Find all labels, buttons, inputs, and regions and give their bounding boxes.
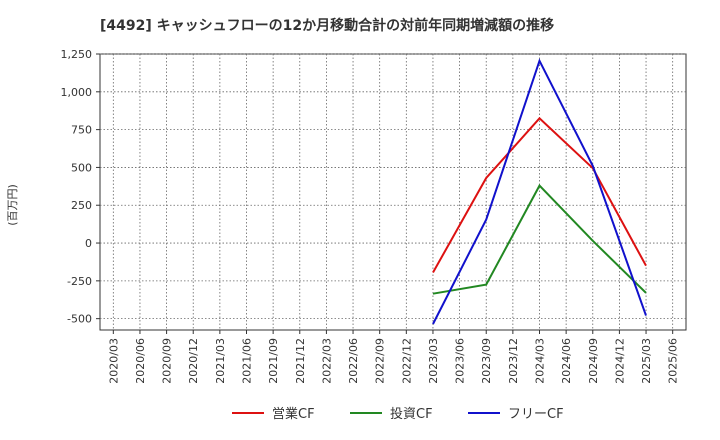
x-tick-label: 2020/12 [187, 338, 200, 384]
x-tick-label: 2025/03 [640, 338, 653, 384]
x-tick-label: 2022/12 [400, 338, 413, 384]
y-axis: 1,250 1,000 750 500 250 0 -250 -500 [61, 48, 101, 326]
x-tick-label: 2021/12 [294, 338, 307, 384]
y-axis-label: (百万円) [6, 184, 19, 226]
x-tick-label: 2021/06 [241, 338, 254, 384]
x-tick-label: 2024/12 [613, 338, 626, 384]
x-tick-label: 2024/09 [587, 338, 600, 384]
legend-label: 投資CF [390, 406, 433, 422]
x-axis: 2020/03 2020/06 2020/09 2020/12 2021/03 2021/… [107, 330, 679, 384]
x-tick-label: 2023/12 [507, 338, 520, 384]
x-tick-label: 2021/09 [267, 338, 280, 384]
legend: 営業CF 投資CF フリーCF [232, 406, 564, 422]
x-tick-label: 2024/06 [560, 338, 573, 384]
x-tick-label: 2021/03 [214, 338, 227, 384]
plot-area [100, 54, 686, 330]
y-tick-label: 0 [85, 237, 92, 250]
chart-title: [4492] キャッシュフローの12か月移動合計の対前年同期増減額の推移 [100, 17, 554, 34]
x-tick-label: 2022/09 [374, 338, 387, 384]
x-tick-label: 2020/09 [161, 338, 174, 384]
x-tick-label: 2024/03 [534, 338, 547, 384]
y-tick-label: 500 [71, 161, 92, 174]
y-tick-label: -250 [67, 275, 92, 288]
y-tick-label: 1,250 [61, 48, 93, 61]
x-tick-label: 2020/06 [134, 338, 147, 384]
y-tick-label: 1,000 [61, 86, 93, 99]
x-tick-label: 2025/06 [667, 338, 680, 384]
x-tick-label: 2023/09 [480, 338, 493, 384]
legend-label: フリーCF [508, 407, 564, 422]
x-tick-label: 2020/03 [107, 338, 120, 384]
y-tick-label: 750 [71, 124, 92, 137]
x-tick-label: 2022/06 [347, 338, 360, 384]
y-tick-label: -500 [67, 313, 92, 326]
y-tick-label: 250 [71, 199, 92, 212]
legend-label: 営業CF [272, 406, 315, 422]
x-tick-label: 2023/06 [454, 338, 467, 384]
chart: [4492] キャッシュフローの12か月移動合計の対前年同期増減額の推移 1,2… [0, 0, 720, 440]
x-tick-label: 2022/03 [320, 338, 333, 384]
x-tick-label: 2023/03 [427, 338, 440, 384]
